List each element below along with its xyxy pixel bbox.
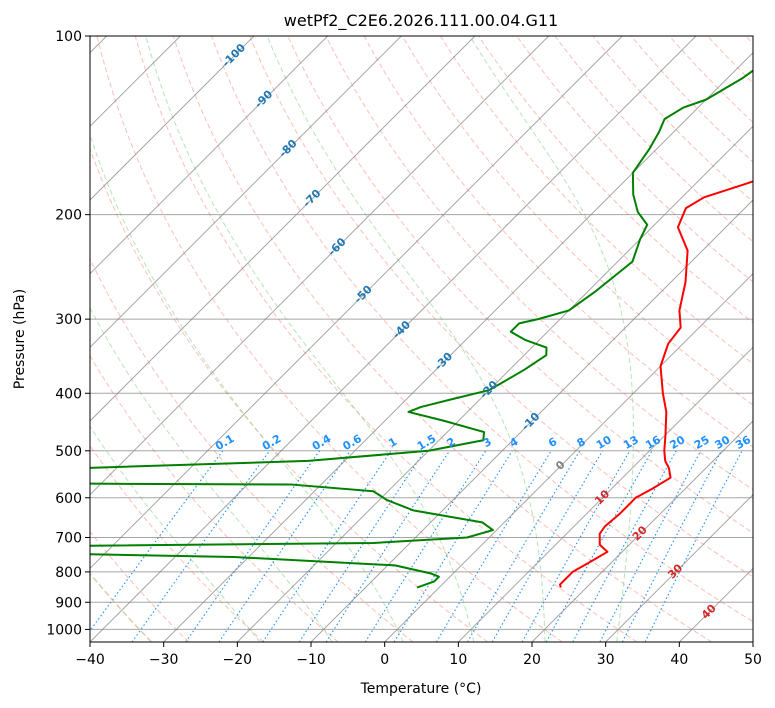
isotherm xyxy=(90,36,329,275)
mixing-ratio-line xyxy=(491,450,603,642)
x-tick-label: −10 xyxy=(296,652,326,668)
mixing-ratio-line xyxy=(325,450,451,642)
x-tick-label: −30 xyxy=(149,652,179,668)
dry-adiabat xyxy=(440,36,753,365)
dry-adiabat xyxy=(90,147,488,642)
dry-adiabat xyxy=(478,36,753,324)
mixing-ratio-line xyxy=(131,450,271,642)
dewpoint-line xyxy=(90,69,753,589)
y-tick-label: 1000 xyxy=(46,622,82,638)
mixing-ratio-line xyxy=(185,450,321,642)
moist-adiabat xyxy=(90,306,333,642)
isotherms xyxy=(90,36,753,642)
dry-adiabat xyxy=(211,36,753,623)
dry-adiabat xyxy=(90,354,339,642)
x-tick-label: 30 xyxy=(597,652,615,668)
moist-adiabat xyxy=(145,36,475,642)
x-tick-label: 20 xyxy=(523,652,541,668)
mixing-ratio-line xyxy=(393,450,513,642)
isotherm xyxy=(163,51,753,642)
isotherm xyxy=(384,272,753,642)
dry-adiabat xyxy=(401,36,753,406)
dry-adiabat xyxy=(249,36,753,578)
isotherm xyxy=(236,125,753,642)
y-tick-label: 500 xyxy=(55,444,82,460)
dry-adiabat xyxy=(325,36,753,491)
y-tick-label: 900 xyxy=(55,595,82,611)
y-tick-label: 800 xyxy=(55,565,82,581)
isotherm xyxy=(90,36,402,349)
mixing-ratio-line xyxy=(435,450,552,642)
mixing-ratio-line xyxy=(521,450,631,642)
plot-frame xyxy=(89,35,754,643)
moist-adiabat xyxy=(90,133,404,642)
x-axis-label: Temperature (°C) xyxy=(360,681,482,697)
isotherm xyxy=(90,36,623,570)
dry-adiabat xyxy=(96,36,563,642)
moist-adiabat xyxy=(90,425,261,642)
isotherm xyxy=(457,346,753,642)
mixing-ratio-line xyxy=(572,450,677,642)
x-tick-label: 40 xyxy=(670,652,688,668)
dry-adiabat xyxy=(90,530,190,642)
y-axis: 100 200 300 400 500 600 700 800 900 1000 xyxy=(46,29,90,638)
y-tick-label: 100 xyxy=(55,29,82,45)
x-axis: −40 −30 −20 −10 0 10 20 30 40 50 xyxy=(75,642,762,668)
y-tick-label: 200 xyxy=(55,208,82,224)
moist-adiabat xyxy=(266,36,546,642)
dry-adiabat xyxy=(172,36,712,642)
mixing-ratio-line xyxy=(218,450,351,642)
x-tick-label: 50 xyxy=(744,652,762,668)
y-tick-label: 700 xyxy=(55,531,82,547)
isotherm xyxy=(90,36,550,496)
dry-adiabat xyxy=(554,36,753,243)
x-tick-label: 10 xyxy=(449,652,467,668)
isotherm xyxy=(752,641,753,642)
dry-adiabat xyxy=(90,257,414,642)
dry-adiabat xyxy=(134,36,638,642)
isotherm xyxy=(90,36,697,642)
dry-adiabat xyxy=(287,36,753,534)
x-tick-label: −20 xyxy=(223,652,253,668)
y-tick-label: 300 xyxy=(55,312,82,328)
profiles xyxy=(90,69,753,589)
temperature-line xyxy=(559,180,753,588)
isotherm xyxy=(531,420,753,642)
mixing-ratio-labels: 0.1 0.2 0.4 0.6 1 1.5 2 3 4 6 8 10 13 16 20 25 30 36 xyxy=(213,432,753,453)
y-axis-label: Pressure (hPa) xyxy=(12,289,28,389)
mixing-ratio-line xyxy=(467,450,581,642)
mixing-ratio-line xyxy=(364,450,487,642)
dry-adiabat xyxy=(592,36,753,203)
isotherm xyxy=(605,493,753,642)
chart-title: wetPf2_C2E6.2026.111.00.04.G11 xyxy=(284,11,558,31)
isobars xyxy=(90,36,753,630)
x-tick-label: −40 xyxy=(75,652,105,668)
isotherm xyxy=(90,36,255,201)
y-tick-label: 600 xyxy=(55,491,82,507)
y-tick-label: 400 xyxy=(55,386,82,402)
x-tick-label: 0 xyxy=(380,652,389,668)
isotherm xyxy=(90,36,476,422)
